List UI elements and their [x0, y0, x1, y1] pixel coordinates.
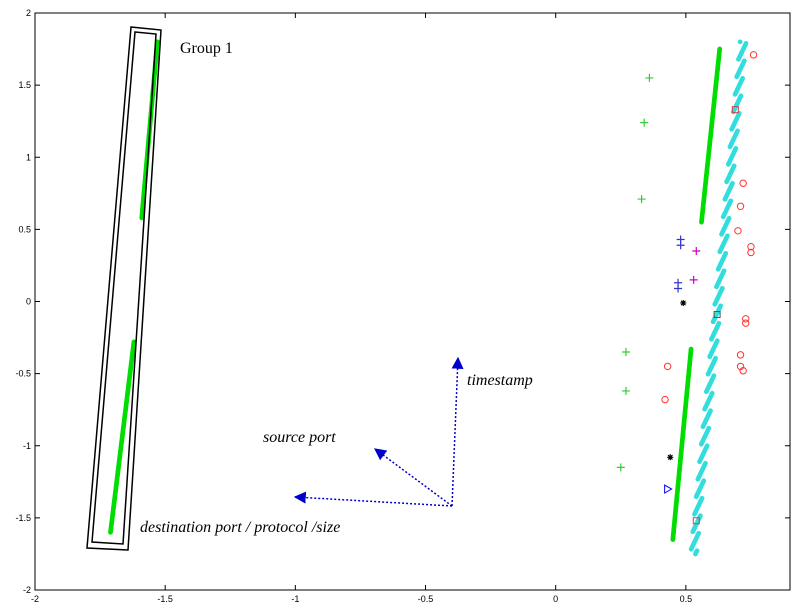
- series-3-point-2: [637, 195, 646, 204]
- series-2-seg-0-pt-66: [727, 144, 733, 150]
- series-2-seg-0-pt-264: [697, 459, 702, 465]
- series-2-seg-0-pt-165: [712, 301, 718, 307]
- series-2-seg-0-pt-55: [729, 126, 735, 132]
- series-2-seg-0-pt-319: [688, 546, 694, 552]
- x-tick-label-3: -0.5: [418, 594, 434, 604]
- y-tick-label-3: 0.5: [18, 224, 31, 234]
- series-4-point-0: [749, 51, 758, 59]
- series-2-seg-0-pt-297: [692, 511, 697, 517]
- x-tick-label-2: -1: [291, 594, 299, 604]
- series-6-point-0: [713, 310, 721, 318]
- timestamp-label: timestamp: [467, 372, 533, 389]
- series-2-seg-0-pt-209: [705, 371, 711, 377]
- series-4-point-2: [736, 202, 745, 210]
- series-4-point-4: [747, 242, 755, 251]
- series-1-seg-1-pt-120: [670, 537, 676, 542]
- series-5-point-1: [692, 517, 700, 525]
- series-2-seg-0-pt-77: [725, 161, 731, 167]
- series-2-seg-0-pt-99: [722, 196, 728, 202]
- group-1-label: Group 1: [180, 40, 233, 57]
- series-4-point-7: [742, 319, 750, 327]
- series-2-seg-0-pt-22: [734, 74, 740, 80]
- series-3-point-4: [621, 386, 630, 395]
- series-2-seg-0-pt-132: [717, 249, 723, 255]
- series-10-point-0: [664, 484, 673, 494]
- series-2-seg-0-pt-44: [730, 109, 736, 115]
- series-4-point-3: [734, 227, 742, 235]
- timestamp-arrow: [451, 356, 464, 507]
- series-2-seg-0-pt-253: [698, 441, 704, 447]
- y-tick-label-4: 0: [26, 297, 31, 307]
- series-4-point-12: [661, 395, 669, 404]
- y-tick-label-1: 1.5: [18, 80, 31, 90]
- series-4-point-1: [739, 179, 747, 187]
- series-7-point-1: [676, 241, 685, 250]
- series-2-seg-0-pt-275: [695, 476, 701, 482]
- y-tick-label-0: 2: [26, 8, 31, 18]
- series-7-point-3: [674, 284, 683, 293]
- series-2-seg-0-pt-187: [709, 336, 714, 342]
- series-2-seg-0-pt-198: [707, 354, 713, 360]
- x-tick-label-1: -1.5: [157, 594, 173, 604]
- y-tick-label-5: -0.5: [15, 369, 31, 379]
- series-1-seg-0-pt-109: [699, 219, 704, 225]
- group-1-outline: [86, 26, 162, 551]
- series-4-point-6: [742, 315, 750, 323]
- y-tick-label-2: 1: [26, 152, 31, 162]
- series-3-point-5: [616, 463, 625, 472]
- group-1-inner-box: [91, 31, 157, 545]
- series-2-seg-0-pt-242: [700, 424, 706, 430]
- series-4-point-8: [736, 351, 745, 359]
- series-4-point-10: [739, 367, 747, 375]
- series-2-seg-0-pt-154: [714, 284, 719, 290]
- direction-arrows: [293, 356, 464, 507]
- series-2-seg-0-pt-176: [710, 319, 716, 325]
- series-3-point-0: [645, 73, 654, 82]
- y-tick-label-7: -1.5: [15, 513, 31, 523]
- series-2-seg-0-pt-121: [719, 231, 724, 237]
- destination-label: destination port / protocol /size: [140, 519, 340, 536]
- series-2-seg-0-pt-0: [737, 39, 743, 45]
- series-9-point-0: [680, 299, 687, 306]
- series-2-seg-0-pt-143: [715, 266, 721, 272]
- x-tick-label-0: -2: [31, 594, 39, 604]
- series-2-seg-0-pt-11: [736, 56, 741, 62]
- series-0-seg-0-pt-110: [139, 215, 145, 221]
- series-2-seg-0-pt-286: [693, 494, 699, 500]
- series-2-seg-0-pt-220: [703, 389, 709, 395]
- series-2-seg-0-pt-231: [702, 406, 708, 412]
- series-3-point-3: [621, 347, 630, 356]
- group-1-outer-box: [86, 26, 162, 551]
- series-3-point-1: [640, 118, 649, 127]
- source-port-label: source port: [263, 429, 336, 446]
- series-2-seg-0-pt-110: [720, 214, 726, 220]
- series-0-seg-1-pt-120: [108, 529, 113, 535]
- series-9-point-1: [667, 454, 674, 461]
- series-2-seg-0-pt-322: [693, 551, 698, 557]
- y-tick-label-8: -2: [23, 585, 31, 595]
- series-2-seg-0-pt-33: [732, 91, 738, 97]
- series-8-point-1: [689, 275, 698, 284]
- series-2-seg-0-pt-308: [690, 529, 696, 535]
- axis-ticks: -2 -1.5 -1 -0.5 0 0.5 2 1.5 1 0.5 0 -0.5 -1 -1.5 -2: [15, 8, 790, 604]
- series-5-point-0: [731, 106, 739, 114]
- x-tick-label-4: 0: [553, 594, 558, 604]
- series-4-point-5: [747, 248, 755, 257]
- x-tick-label-5: 0.5: [680, 594, 693, 604]
- y-tick-label-6: -1: [23, 441, 31, 451]
- series-8-point-0: [692, 247, 701, 256]
- series-2-seg-0-pt-88: [724, 179, 730, 185]
- series-4-point-11: [663, 362, 672, 371]
